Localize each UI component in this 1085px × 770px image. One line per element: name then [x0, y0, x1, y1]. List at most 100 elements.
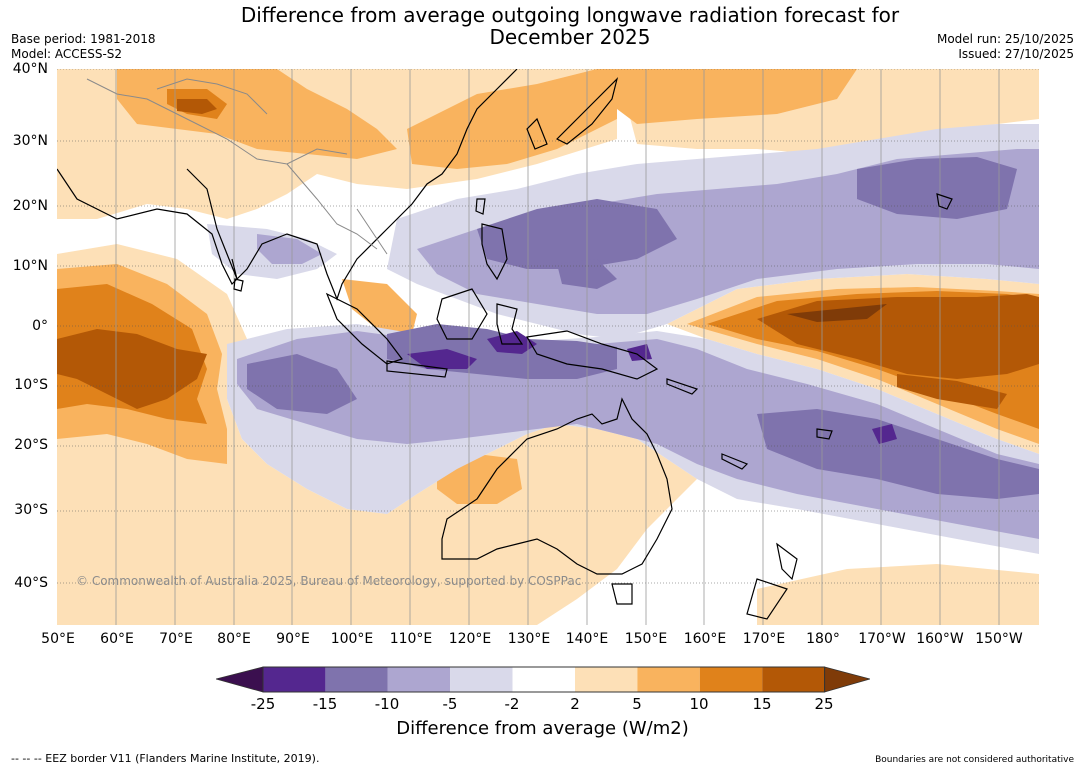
lon-label-150w: 150°W	[975, 631, 1023, 647]
coast-australia	[441, 397, 673, 575]
field-negative-max-newguinea	[487, 331, 537, 354]
lon-label-170w: 170°W	[858, 631, 906, 647]
colorbar-segment	[325, 667, 388, 692]
lat-label-10s: 10°S	[14, 377, 48, 393]
coast-srilanka	[233, 278, 244, 292]
lon-label-110e: 110°E	[389, 631, 433, 647]
lat-label-30n: 30°N	[12, 133, 48, 149]
field-positive-max-eqpacific-2	[897, 374, 1007, 409]
chart-title: Difference from average outgoing longwav…	[0, 4, 1085, 48]
field-positive-max-himalaya	[177, 99, 217, 114]
coastlines	[57, 69, 953, 620]
lon-label-150e: 150°E	[624, 631, 668, 647]
field-negative-strong-wpacific	[477, 199, 677, 269]
field-positive-light-indian	[57, 244, 697, 625]
coast-newzealand-south	[746, 578, 788, 620]
colorbar-tick-label: 15	[752, 695, 772, 713]
lat-label-20n: 20°N	[12, 198, 48, 214]
lon-label-160e: 160°E	[683, 631, 727, 647]
lat-label-40n: 40°N	[12, 61, 48, 77]
colorbar-tick-label: -15	[312, 695, 338, 713]
coast-japan	[555, 77, 619, 145]
colorbar-arrow-high	[824, 666, 870, 693]
colorbar-tick-label: -25	[250, 695, 276, 713]
coast-korea	[526, 117, 548, 150]
field-positive-light-south	[757, 564, 1039, 625]
lon-label-70e: 70°E	[159, 631, 193, 647]
lon-label-100e: 100°E	[330, 631, 374, 647]
field-negative-strong-central-pacific	[857, 157, 1017, 219]
colorbar-segment	[263, 667, 326, 692]
lon-label-80e: 80°E	[217, 631, 251, 647]
colorbar	[216, 666, 870, 693]
lon-label-180: 180°	[806, 631, 840, 647]
colorbar-segment	[699, 667, 763, 692]
lat-label-40s: 40°S	[14, 575, 48, 591]
anomaly-fields	[57, 69, 1039, 625]
coast-tasmania	[611, 583, 633, 605]
colorbar-segment	[512, 667, 575, 692]
lat-label-10n: 10°N	[12, 258, 48, 274]
colorbar-segment	[387, 667, 451, 692]
title-line-2: December 2025	[489, 25, 651, 49]
map-svg	[57, 69, 1039, 625]
colorbar-tick-label: -5	[442, 695, 458, 713]
field-positive-extreme-eqpacific	[787, 304, 887, 322]
field-positive-medium-maritime	[342, 279, 417, 334]
field-positive-max-indian	[57, 329, 207, 409]
coast-philippines	[481, 223, 508, 281]
field-negative-medium-io	[257, 234, 322, 264]
coast-newzealand-north	[776, 542, 798, 581]
coast-taiwan	[475, 198, 486, 215]
coast-borneo	[436, 288, 488, 340]
meta-left: Base period: 1981-2018 Model: ACCESS-S2	[11, 32, 156, 62]
coast-newcaledonia	[721, 453, 749, 470]
title-line-1: Difference from average outgoing longwav…	[240, 3, 900, 27]
field-negative-max-south-pacific	[872, 424, 897, 444]
lat-label-equator: 0°	[32, 318, 48, 334]
model-run: Model run: 25/10/2025	[936, 32, 1074, 46]
field-positive-medium-china	[407, 69, 617, 169]
coast-java	[386, 360, 448, 378]
colorbar-segment	[575, 667, 638, 692]
lon-label-120e: 120°E	[448, 631, 492, 647]
coast-solomons	[666, 378, 699, 395]
model-name: Model: ACCESS-S2	[11, 47, 123, 61]
coast-newguinea	[526, 330, 659, 380]
boundary-note: Boundaries are not considered authoritat…	[875, 755, 1074, 765]
forecast-map	[57, 69, 1039, 625]
lon-label-160w: 160°W	[916, 631, 964, 647]
field-negative-strong-io	[247, 354, 357, 414]
lon-label-60e: 60°E	[100, 631, 134, 647]
lat-label-20s: 20°S	[14, 437, 48, 453]
colorbar-arrow-low	[216, 666, 264, 693]
base-period: Base period: 1981-2018	[11, 32, 156, 46]
coast-sulawesi	[496, 303, 524, 345]
colorbar-segment	[762, 667, 825, 692]
coast-asia-mainland	[57, 69, 518, 301]
colorbar-tick-label: -2	[504, 695, 520, 713]
lon-label-90e: 90°E	[276, 631, 310, 647]
colorbar-tick-label: 2	[570, 695, 580, 713]
field-negative-strong-south-pacific	[757, 409, 1039, 499]
field-negative-medium-south	[237, 331, 1039, 539]
eez-note: -- -- -- EEZ border V11 (Flanders Marine…	[11, 752, 320, 765]
field-positive-medium-nw-pacific	[617, 69, 857, 124]
colorbar-tick-label: 10	[689, 695, 709, 713]
lon-label-170e: 170°E	[742, 631, 786, 647]
colorbar-outline	[262, 666, 826, 693]
lat-label-30s: 30°S	[14, 502, 48, 518]
colorbar-tick-label: 5	[632, 695, 642, 713]
country-borders	[86, 78, 388, 255]
coast-hawaii	[936, 193, 953, 210]
lon-label-50e: 50°E	[41, 631, 75, 647]
meta-right: Model run: 25/10/2025 Issued: 27/10/2025	[937, 32, 1074, 62]
field-negative-max-indonesia	[407, 349, 477, 369]
colorbar-tick-label: 25	[814, 695, 834, 713]
lon-label-130e: 130°E	[507, 631, 551, 647]
coast-india	[186, 168, 238, 280]
issued-date: Issued: 27/10/2025	[958, 47, 1074, 61]
colorbar-segment	[637, 667, 700, 692]
colorbar-segment	[450, 667, 513, 692]
lon-label-140e: 140°E	[565, 631, 609, 647]
